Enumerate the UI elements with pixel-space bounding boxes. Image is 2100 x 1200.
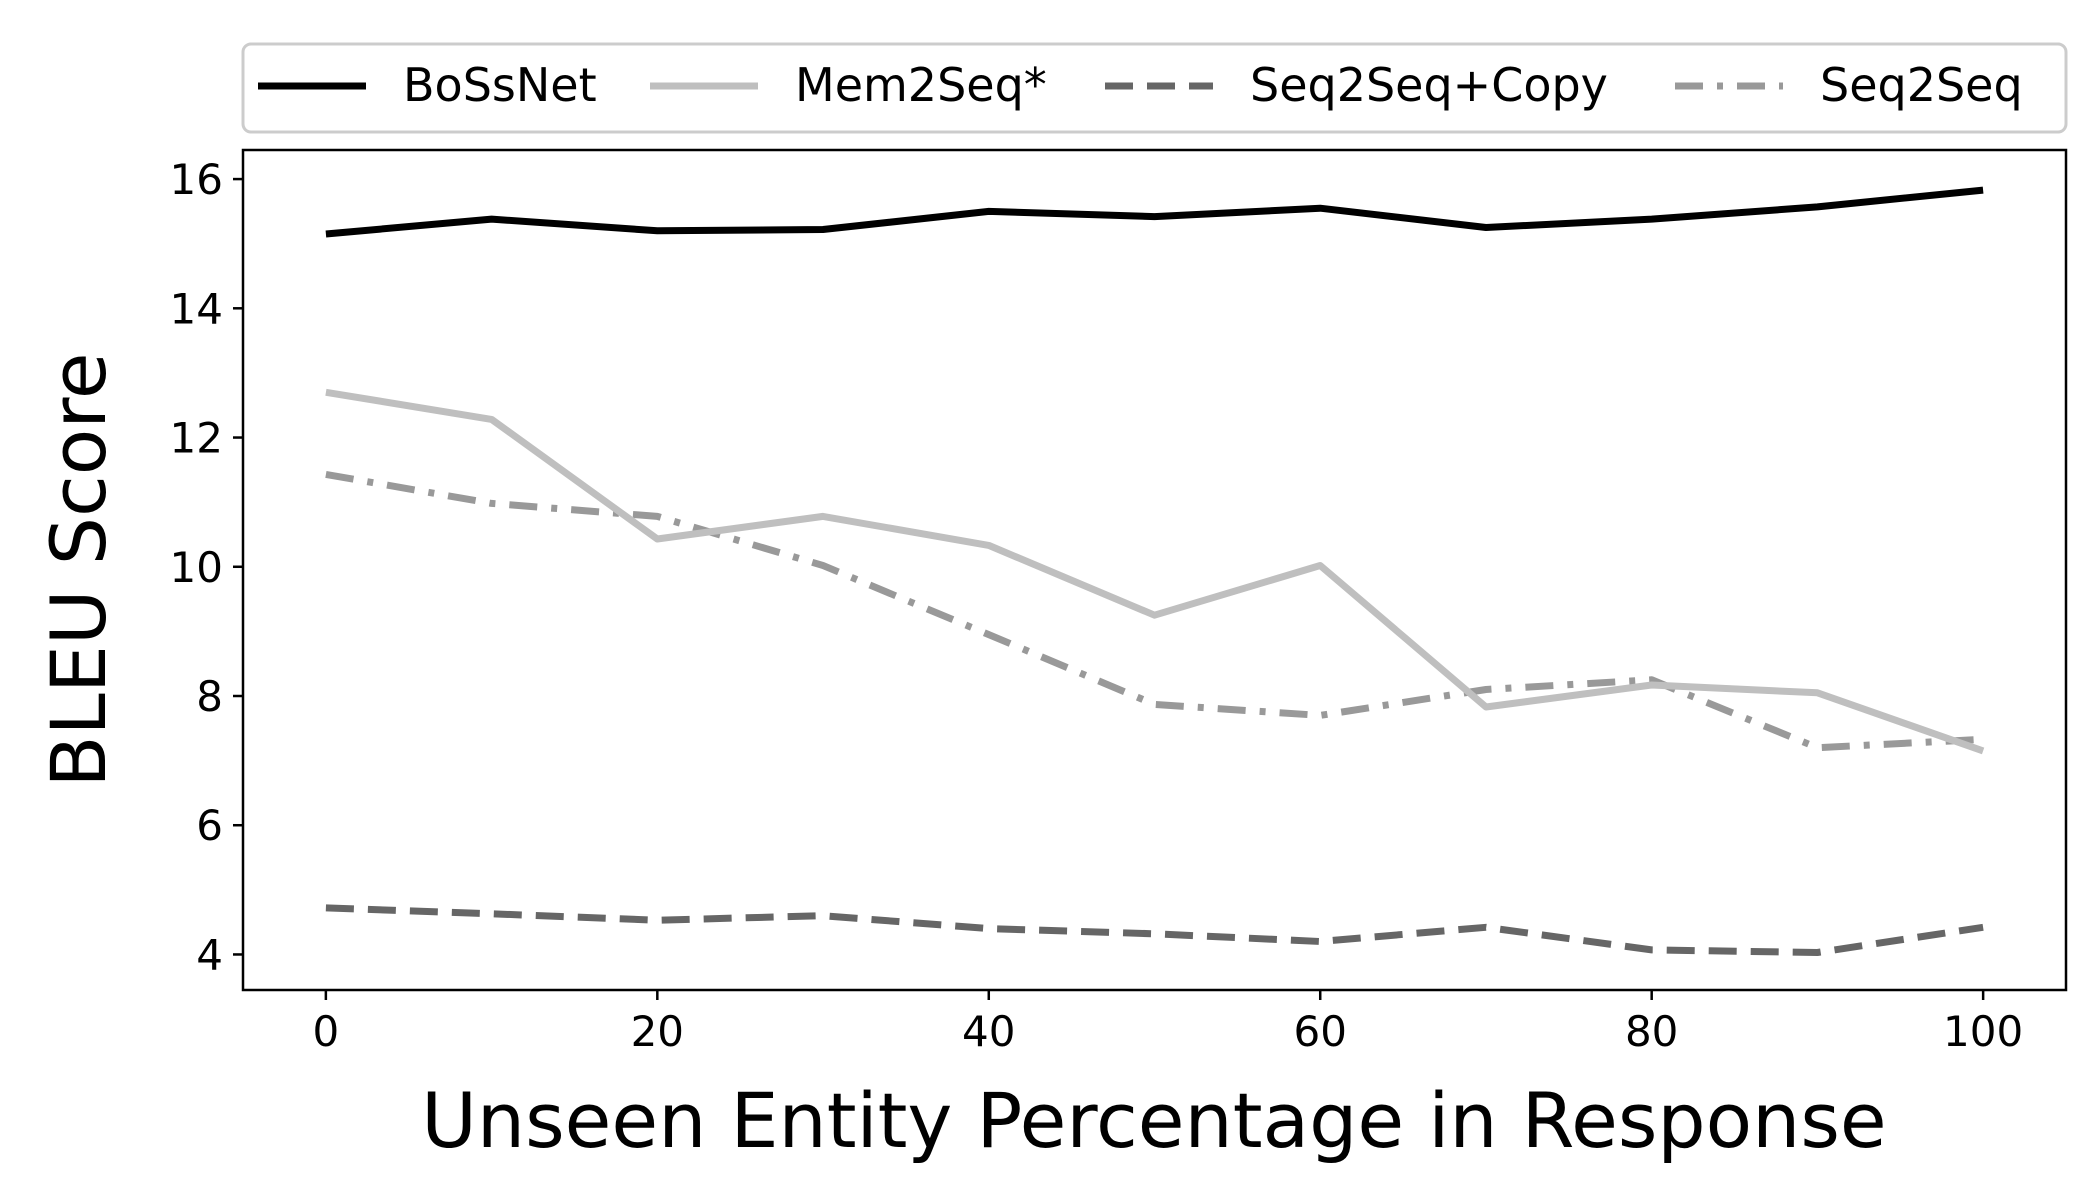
legend-label: Mem2Seq* xyxy=(795,58,1047,112)
x-tick-label: 20 xyxy=(631,1007,684,1056)
legend-label: Seq2Seq xyxy=(1820,58,2023,112)
y-tick-label: 16 xyxy=(170,155,223,204)
series-line-bossnet xyxy=(325,186,1984,238)
y-axis: 4 6 8 10 12 14 16 xyxy=(170,155,243,979)
y-tick-label: 10 xyxy=(170,543,223,592)
legend-label: BoSsNet xyxy=(403,58,597,112)
plot-frame xyxy=(241,148,2068,992)
series-line-seq2seq xyxy=(325,470,1984,752)
x-tick-label: 80 xyxy=(1625,1007,1678,1056)
x-tick-label: 100 xyxy=(1943,1007,2023,1056)
x-tick-label: 0 xyxy=(312,1007,339,1056)
x-axis-title: Unseen Entity Percentage in Response xyxy=(421,1076,1886,1165)
legend: BoSsNet Mem2Seq* Seq2Seq+Copy Seq2Seq xyxy=(241,42,2068,134)
y-tick-label: 4 xyxy=(196,930,223,979)
y-tick-label: 6 xyxy=(196,801,223,850)
series-line-mem2seq xyxy=(325,388,1985,755)
x-axis: 0 20 40 60 80 100 xyxy=(312,990,2023,1056)
y-axis-title: BLEU Score xyxy=(34,352,123,787)
series-line-seq2seq-copy xyxy=(325,904,1984,956)
y-tick-label: 8 xyxy=(196,672,223,721)
y-tick-label: 14 xyxy=(170,284,223,333)
y-tick-label: 12 xyxy=(170,414,223,463)
series-layer xyxy=(325,186,1985,956)
x-tick-label: 60 xyxy=(1294,1007,1347,1056)
x-tick-label: 40 xyxy=(962,1007,1015,1056)
legend-label: Seq2Seq+Copy xyxy=(1250,58,1608,112)
